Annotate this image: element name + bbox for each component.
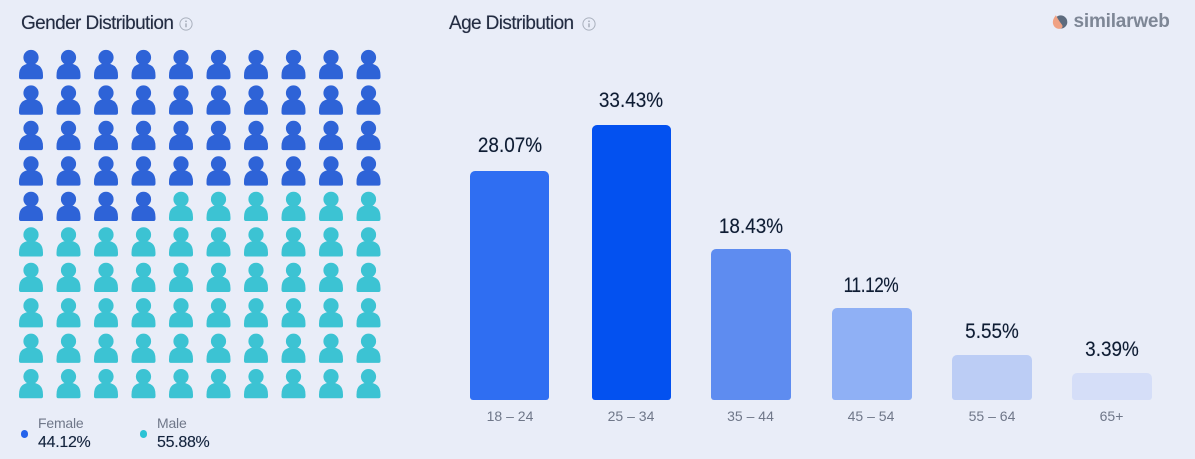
svg-text:similarweb: similarweb — [1074, 11, 1170, 32]
